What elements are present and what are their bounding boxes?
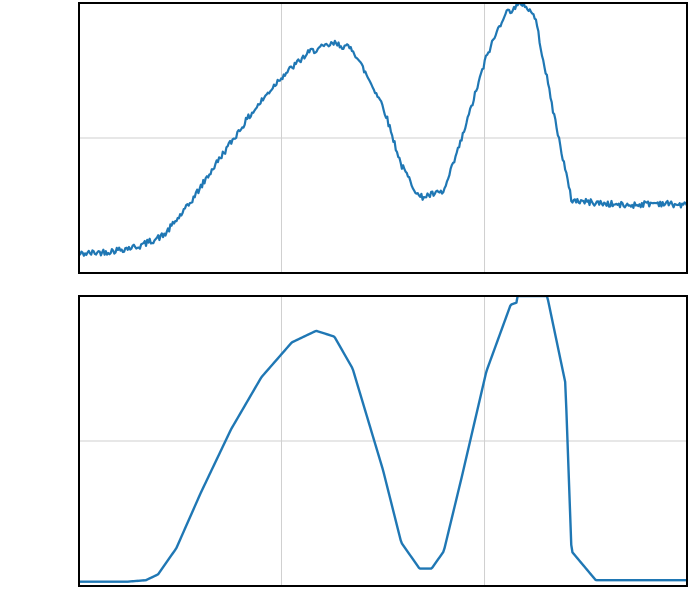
panel_top-series bbox=[79, 3, 687, 256]
panel_bottom-grid bbox=[79, 296, 687, 586]
panel-top bbox=[78, 2, 688, 274]
panel_bottom-series bbox=[79, 296, 687, 582]
figure-root bbox=[0, 0, 692, 611]
panel_top-svg bbox=[78, 2, 688, 274]
panel-bottom bbox=[78, 295, 688, 587]
panel_bottom-svg bbox=[78, 295, 688, 587]
panel_top-grid bbox=[79, 3, 687, 273]
